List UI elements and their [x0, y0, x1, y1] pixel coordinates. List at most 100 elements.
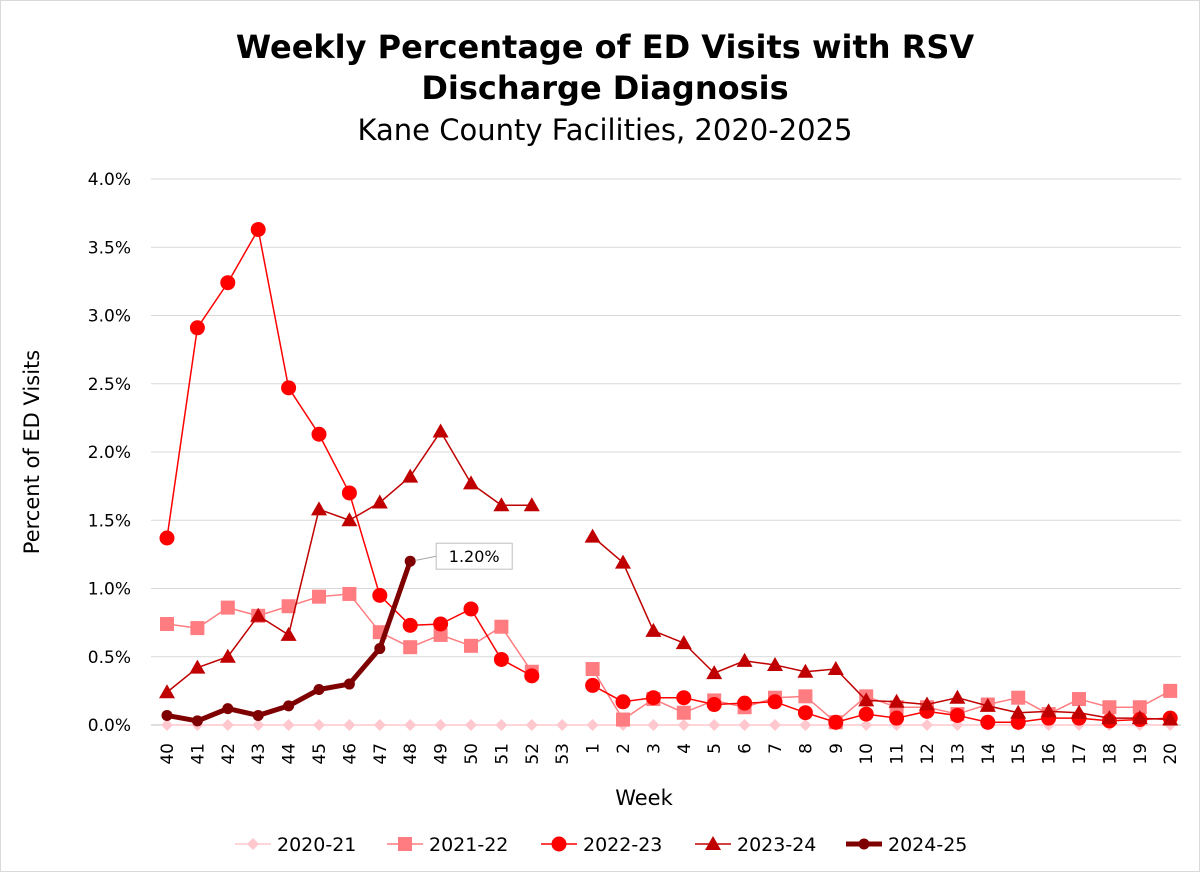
data-point-2020-21 — [373, 719, 386, 731]
data-point-2024-25 — [404, 555, 416, 567]
data-point-2023-24 — [979, 697, 996, 712]
x-tick-label: 50 — [462, 743, 482, 765]
x-tick-label: 19 — [1131, 743, 1151, 765]
data-point-2023-24 — [1071, 704, 1087, 719]
data-point-2020-21 — [708, 719, 721, 731]
data-point-2020-21 — [586, 719, 599, 731]
x-tick-label: 20 — [1161, 743, 1181, 765]
x-tick-label: 41 — [188, 743, 208, 765]
series-2022-23 — [159, 222, 1178, 730]
data-point-2021-22 — [312, 589, 326, 604]
x-tick-label: 40 — [158, 743, 178, 765]
data-point-2024-25 — [252, 709, 264, 721]
data-point-2022-23 — [767, 694, 783, 710]
x-tick-label: 18 — [1100, 743, 1120, 765]
data-point-2020-21 — [769, 719, 781, 731]
data-point-2022-23 — [889, 710, 905, 726]
data-point-2022-23 — [676, 690, 692, 706]
data-point-2023-24 — [219, 648, 236, 663]
data-point-2021-22 — [1011, 690, 1026, 705]
y-tick-label: 1.5% — [88, 511, 131, 531]
data-point-2022-23 — [463, 601, 479, 617]
data-point-2021-22 — [494, 619, 509, 634]
data-point-2022-23 — [615, 694, 631, 710]
data-point-2023-24 — [584, 528, 601, 543]
data-point-2021-22 — [342, 586, 357, 601]
data-point-2023-24 — [463, 475, 479, 490]
data-point-2022-23 — [159, 530, 175, 546]
data-point-2020-21 — [677, 719, 690, 731]
data-point-2021-22 — [433, 627, 448, 642]
x-axis-title: Week — [615, 786, 673, 810]
x-tick-label: 2 — [614, 743, 634, 754]
data-point-2021-22 — [464, 638, 478, 653]
data-point-2022-23 — [828, 714, 844, 730]
y-tick-label: 0.0% — [88, 716, 131, 736]
data-point-2020-21 — [221, 719, 234, 731]
series-2023-24 — [159, 423, 1179, 726]
data-point-2020-21 — [343, 719, 356, 731]
legend-swatch-marker — [247, 838, 259, 850]
legend: 2020-21 2021-22 2022-23 2023-24 2024-25 — [235, 834, 967, 856]
data-point-2022-23 — [737, 695, 753, 711]
data-point-2022-23 — [311, 426, 327, 442]
gridlines — [151, 178, 1181, 726]
x-tick-label: 5 — [705, 743, 725, 754]
x-tick-label: 3 — [644, 743, 664, 754]
data-point-2020-21 — [434, 719, 447, 731]
data-point-2020-21 — [465, 719, 477, 731]
data-point-2021-22 — [585, 662, 600, 677]
data-point-2020-21 — [921, 719, 933, 731]
data-point-2023-24 — [1131, 710, 1148, 725]
data-point-2021-22 — [281, 599, 296, 614]
data-point-2022-23 — [220, 275, 236, 291]
legend-item-2020-21: 2020-21 — [235, 834, 356, 856]
data-point-2023-24 — [189, 659, 206, 674]
legend-label: 2024-25 — [888, 834, 967, 856]
data-point-2023-24 — [311, 501, 327, 516]
data-point-2023-24 — [858, 692, 875, 707]
x-tick-label: 45 — [310, 743, 330, 765]
data-point-2024-25 — [343, 678, 355, 690]
x-tick-label: 11 — [888, 743, 908, 765]
x-tick-label: 10 — [857, 743, 877, 765]
data-point-2023-24 — [432, 423, 449, 438]
data-point-2020-21 — [313, 719, 325, 731]
series-2024-25 — [161, 555, 416, 727]
x-tick-label: 13 — [948, 743, 968, 765]
data-point-2023-24 — [888, 693, 905, 708]
annotation-box — [435, 542, 513, 570]
chart-title-line2: Discharge Diagnosis — [421, 69, 788, 107]
data-point-2020-21 — [556, 719, 569, 731]
data-point-2020-21 — [647, 719, 660, 731]
legend-swatch-marker — [551, 836, 567, 852]
legend-label: 2020-21 — [277, 834, 356, 856]
data-point-2020-21 — [161, 719, 173, 731]
data-point-2022-23 — [980, 714, 996, 730]
x-tick-label: 4 — [675, 743, 695, 754]
data-point-2021-22 — [1163, 683, 1178, 698]
data-point-2021-22 — [403, 640, 418, 655]
data-point-2020-21 — [404, 719, 417, 731]
data-point-2021-22 — [676, 705, 691, 720]
data-point-2023-24 — [706, 665, 723, 680]
legend-item-2024-25: 2024-25 — [846, 834, 967, 856]
data-point-2023-24 — [736, 652, 753, 667]
data-point-2023-24 — [949, 689, 966, 704]
data-point-2022-23 — [250, 222, 266, 238]
data-point-2022-23 — [645, 690, 661, 706]
x-tick-label: 14 — [979, 743, 999, 765]
x-tick-label: 42 — [219, 743, 239, 765]
x-tick-label: 1 — [584, 743, 604, 754]
legend-item-2022-23: 2022-23 — [541, 834, 662, 856]
y-tick-label: 4.0% — [88, 170, 131, 190]
data-point-2023-24 — [280, 626, 297, 641]
data-point-2022-23 — [949, 707, 965, 723]
data-point-2022-23 — [281, 380, 297, 396]
data-point-2022-23 — [433, 616, 449, 632]
data-point-2024-25 — [191, 715, 203, 727]
chart-subtitle: Kane County Facilities, 2020-2025 — [357, 113, 852, 147]
legend-label: 2022-23 — [583, 834, 662, 856]
